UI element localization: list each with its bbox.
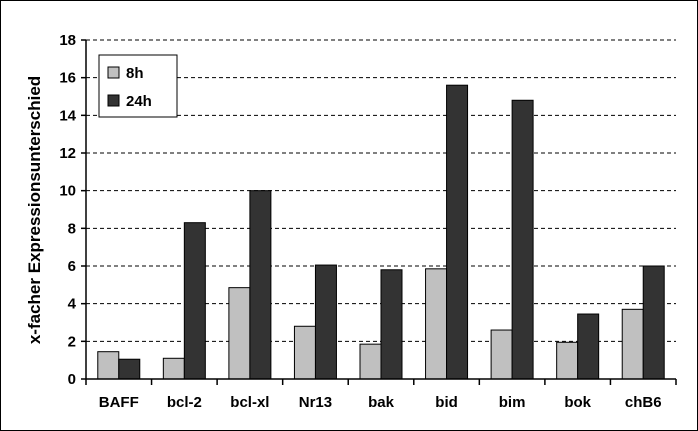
legend-label-8h: 8h [126,65,144,82]
bar-chB6-24h [642,265,665,380]
x-category-label: chB6 [625,394,662,411]
bar-BAFF-8h [97,351,120,380]
x-category-label: bim [499,394,526,411]
y-tick-label: 16 [59,70,76,87]
x-category-label: BAFF [99,394,139,411]
bar-bcl-xl-24h [249,190,272,380]
y-axis-title: x-facher Expressionsunterschied [25,76,44,344]
x-category-label: bak [368,394,395,411]
bar-Nr13-24h [314,264,337,380]
x-category-label: bcl-2 [167,394,202,411]
legend-box [98,54,178,118]
bar-bok-8h [556,341,579,380]
x-category-label: bcl-xl [230,394,269,411]
bar-bid-8h [425,268,448,380]
bars [97,84,665,380]
bar-bak-24h [380,269,403,380]
bar-BAFF-24h [118,358,141,380]
y-tick-label: 0 [68,371,76,388]
x-category-label: bid [435,394,458,411]
y-ticks: 0 2 4 6 8 10 12 14 16 18 [59,32,86,388]
x-category-label: Nr13 [299,394,332,411]
bar-bok-24h [577,313,600,380]
bar-bim-8h [490,329,513,380]
y-tick-label: 8 [68,220,76,237]
legend: 8h 24h [98,54,178,118]
y-tick-label: 12 [59,145,76,162]
bar-bim-24h [511,99,534,380]
y-tick-label: 18 [59,32,76,49]
y-tick-label: 6 [68,258,76,275]
bar-bcl-xl-8h [228,287,251,380]
legend-swatch-8h [107,66,120,79]
y-tick-label: 2 [68,333,76,350]
axes [85,40,676,380]
x-tick-labels: BAFF bcl-2 bcl-xl Nr13 bak bid bim bok chB6 [85,379,677,411]
legend-swatch-24h [107,94,120,107]
bar-bcl-2-24h [183,222,206,380]
y-tick-label: 4 [68,296,77,313]
legend-label-24h: 24h [126,93,152,110]
bar-Nr13-8h [293,325,316,380]
bar-bak-8h [359,343,382,380]
x-category-label: bok [564,394,591,411]
bar-bid-24h [446,84,469,380]
y-tick-label: 14 [59,107,76,124]
bar-chB6-8h [621,308,644,380]
bar-bcl-2-8h [162,357,185,380]
y-tick-label: 10 [59,183,76,200]
